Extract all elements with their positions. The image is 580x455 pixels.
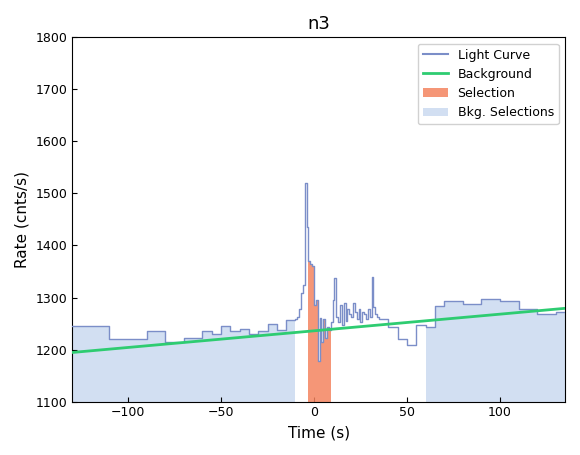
Y-axis label: Rate (cnts/s): Rate (cnts/s): [15, 171, 30, 268]
Title: n3: n3: [307, 15, 330, 33]
Legend: Light Curve, Background, Selection, Bkg. Selections: Light Curve, Background, Selection, Bkg.…: [418, 44, 559, 124]
X-axis label: Time (s): Time (s): [288, 425, 350, 440]
